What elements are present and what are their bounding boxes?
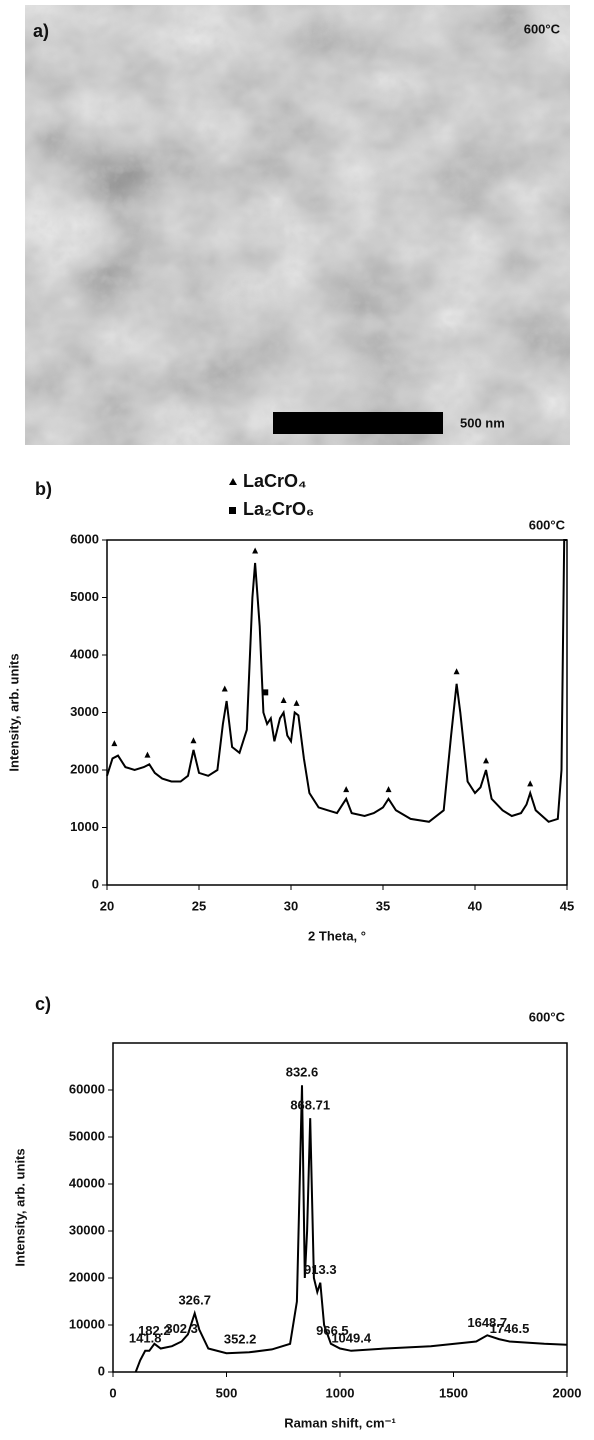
temperature: 600°C bbox=[524, 21, 561, 36]
legend-symbol bbox=[229, 478, 237, 485]
x-tick-label: 1000 bbox=[326, 1385, 355, 1400]
y-tick-label: 0 bbox=[98, 1363, 105, 1378]
peak-marker bbox=[293, 699, 300, 706]
peak-label: 868.71 bbox=[290, 1098, 330, 1113]
y-tick-label: 3000 bbox=[70, 704, 99, 719]
y-axis-label: Intensity, arb. units bbox=[12, 1148, 27, 1266]
x-tick-label: 25 bbox=[192, 898, 206, 913]
x-tick-label: 2000 bbox=[553, 1385, 582, 1400]
sem-image: a) 600°C 500 nm bbox=[25, 5, 570, 445]
x-tick-label: 40 bbox=[468, 898, 482, 913]
y-tick-label: 1000 bbox=[70, 819, 99, 834]
x-tick-label: 1500 bbox=[439, 1385, 468, 1400]
legend-label: La₂CrO₆ bbox=[243, 499, 314, 519]
peak-label: 1746.5 bbox=[490, 1321, 530, 1336]
scale-bar bbox=[273, 412, 443, 434]
peak-label: 832.6 bbox=[286, 1065, 319, 1080]
panel-label: a) bbox=[33, 21, 49, 41]
x-tick-label: 35 bbox=[376, 898, 390, 913]
x-axis-label: Raman shift, cm⁻¹ bbox=[284, 1415, 396, 1430]
y-tick-label: 40000 bbox=[69, 1175, 105, 1190]
peak-label: 141.8 bbox=[129, 1330, 162, 1345]
peak-marker bbox=[111, 740, 118, 747]
y-tick-label: 6000 bbox=[70, 531, 99, 546]
image-detail bbox=[25, 5, 570, 445]
peak-label: 352.2 bbox=[224, 1332, 257, 1347]
x-tick-label: 45 bbox=[560, 898, 574, 913]
x-tick-label: 500 bbox=[216, 1385, 238, 1400]
y-tick-label: 50000 bbox=[69, 1128, 105, 1143]
peak-marker bbox=[483, 757, 490, 764]
data-line bbox=[106, 539, 567, 823]
y-tick-label: 5000 bbox=[70, 589, 99, 604]
y-tick-label: 30000 bbox=[69, 1222, 105, 1237]
peak-marker bbox=[453, 668, 460, 675]
peak-marker bbox=[527, 780, 534, 787]
peak-marker bbox=[252, 547, 259, 554]
peak-label: 966.5 bbox=[316, 1323, 349, 1338]
y-tick-label: 0 bbox=[92, 876, 99, 891]
plot-frame bbox=[106, 539, 568, 886]
y-axis-label: Intensity, arb. units bbox=[6, 653, 21, 771]
legend-symbol bbox=[229, 507, 236, 514]
peak-label: 302.3 bbox=[165, 1321, 198, 1336]
peak-marker bbox=[262, 689, 269, 696]
y-tick-label: 4000 bbox=[70, 646, 99, 661]
panel-label: b) bbox=[35, 479, 52, 499]
y-tick-label: 2000 bbox=[70, 761, 99, 776]
x-axis-label: 2 Theta, ° bbox=[308, 928, 366, 943]
peak-marker bbox=[190, 737, 197, 744]
data-line bbox=[134, 1085, 568, 1373]
peak-marker bbox=[144, 751, 151, 758]
y-tick-label: 10000 bbox=[69, 1316, 105, 1331]
peak-marker bbox=[385, 786, 392, 793]
scale-label: 500 nm bbox=[460, 415, 505, 430]
peak-label: 1049.4 bbox=[331, 1330, 372, 1345]
peak-label: 326.7 bbox=[178, 1293, 211, 1308]
y-tick-label: 60000 bbox=[69, 1081, 105, 1096]
peak-label: 913.3 bbox=[304, 1262, 337, 1277]
peak-marker bbox=[221, 685, 228, 692]
peak-label: 182.2 bbox=[138, 1323, 171, 1338]
peak-label: 1648.7 bbox=[467, 1315, 507, 1330]
peak-marker bbox=[343, 786, 350, 793]
x-tick-label: 0 bbox=[109, 1385, 116, 1400]
y-tick-label: 20000 bbox=[69, 1269, 105, 1284]
legend-label: LaCrO₄ bbox=[243, 471, 307, 491]
chart-title: 600°C bbox=[529, 517, 566, 532]
peak-marker bbox=[280, 697, 287, 703]
x-tick-label: 20 bbox=[100, 898, 114, 913]
x-tick-label: 30 bbox=[284, 898, 298, 913]
panel-label: c) bbox=[35, 994, 51, 1014]
chart-title: 600°C bbox=[529, 1009, 566, 1024]
